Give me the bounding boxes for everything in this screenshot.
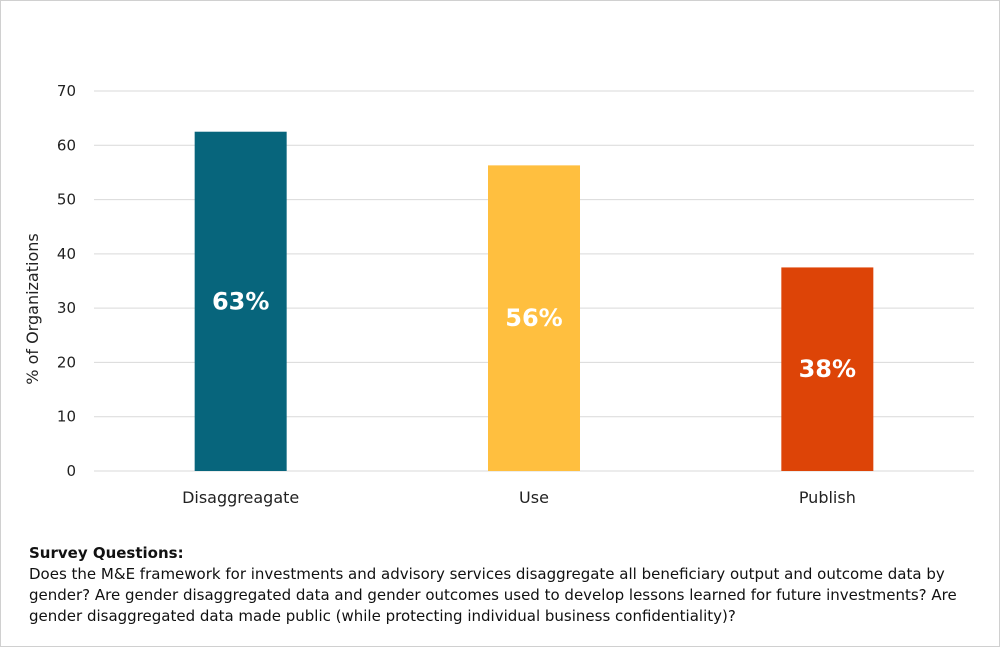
notes-body: Does the M&E framework for investments a…: [29, 565, 957, 625]
y-tick-label: 60: [57, 136, 76, 154]
y-tick-label: 30: [57, 299, 76, 317]
y-tick-label: 40: [57, 245, 76, 263]
y-axis-title: % of Organizations: [23, 233, 42, 384]
y-tick-label: 70: [57, 82, 76, 100]
bar-publish: [781, 267, 874, 471]
x-category-label: Disaggreagate: [182, 488, 299, 507]
x-axis-categories: Disaggreagate Use Publish: [182, 488, 856, 507]
y-tick-label: 20: [57, 353, 76, 371]
data-label: 38%: [799, 355, 856, 383]
x-category-label: Use: [519, 488, 549, 507]
data-labels: 63% 56% 38%: [212, 287, 856, 383]
y-tick-label: 0: [66, 462, 76, 480]
y-tick-label: 50: [57, 191, 76, 209]
notes-heading: Survey Questions:: [29, 544, 184, 562]
bars: [194, 131, 874, 471]
bar-chart: 0 10 20 30 40 50 60 70 63% 56% 38% Disaggreagate U…: [23, 82, 974, 507]
data-label: 63%: [212, 287, 269, 315]
y-axis-ticks: 0 10 20 30 40 50 60 70: [57, 82, 76, 480]
bar-disaggreagate: [194, 131, 287, 471]
data-label: 56%: [505, 304, 562, 332]
y-tick-label: 10: [57, 408, 76, 426]
bar-use: [488, 165, 580, 471]
survey-notes: Survey Questions: Does the M&E framework…: [29, 543, 979, 627]
x-category-label: Publish: [799, 488, 856, 507]
